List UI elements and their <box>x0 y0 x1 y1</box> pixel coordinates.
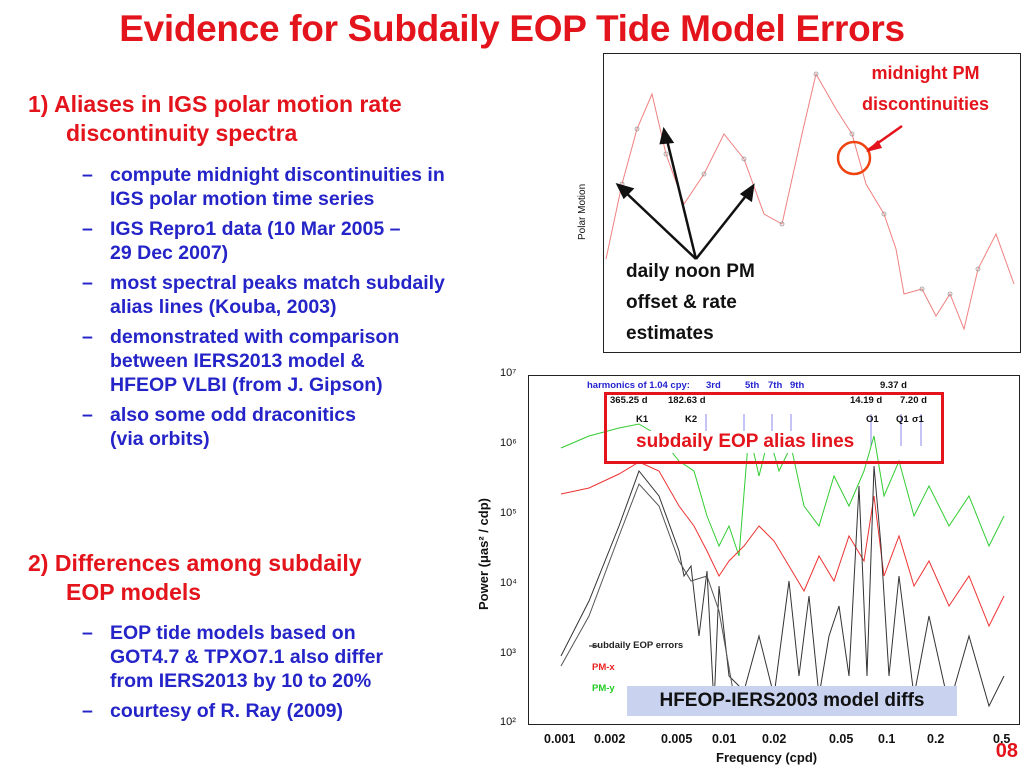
bullet-text: alias lines (Kouba, 2003) <box>110 296 337 318</box>
section-2-line-1: 2) Differences among subdaily <box>28 550 362 576</box>
hfeop-label: HFEOP-IERS2003 model diffs <box>627 686 957 716</box>
tide-label: K1 <box>636 414 649 425</box>
polar-motion-axis-label: Polar Motion <box>577 183 588 240</box>
bullet-text: GOT4.7 & TPXO7.1 also differ <box>110 646 384 668</box>
bullet-item: – courtesy of R. Ray (2009) <box>82 699 383 723</box>
section-1-line-2: discontinuity spectra <box>66 120 298 146</box>
harmonic-label: 9th <box>790 380 805 391</box>
x-tick: 0.5 <box>993 732 1011 746</box>
bullet-item: – most spectral peaks match subdaily ali… <box>82 271 445 319</box>
spectrum-x-axis-label: Frequency (cpd) <box>716 750 818 765</box>
dash-marker: – <box>82 164 93 186</box>
section-heading-2: 2) Differences among subdaily EOP models <box>28 549 362 607</box>
bullet-text: compute midnight discontinuities in <box>110 164 445 186</box>
period-label: 9.37 d <box>880 380 907 391</box>
y-tick: 10⁴ <box>500 577 517 589</box>
x-tick: 0.1 <box>878 732 896 746</box>
bullet-text: demonstrated with comparison <box>110 326 400 348</box>
bullet-item: – also some odd draconitics (via orbits) <box>82 403 445 451</box>
bullet-text: 29 Dec 2007) <box>110 242 229 264</box>
x-tick: 0.05 <box>829 732 854 746</box>
period-label: 182.63 d <box>668 395 706 406</box>
bullet-list-2: – EOP tide models based on GOT4.7 & TPXO… <box>82 621 383 729</box>
harmonic-label: 7th <box>768 380 783 391</box>
section-1-line-1: 1) Aliases in IGS polar motion rate <box>28 91 402 117</box>
bullet-text: between IERS2013 model & <box>110 350 365 372</box>
dash-marker: – <box>82 700 93 722</box>
alias-lines-label: subdaily EOP alias lines <box>633 431 858 453</box>
spectrum-y-axis-label: Power (μas² / cdp) <box>476 498 491 610</box>
y-tick: 10⁷ <box>500 367 517 379</box>
callout-text: discontinuities <box>862 94 990 114</box>
bullet-text: from IERS2013 by 10 to 20% <box>110 670 372 692</box>
tide-label: K2 <box>685 414 698 425</box>
spectrum-traces <box>560 414 1005 708</box>
callout-text: offset & rate <box>626 292 737 313</box>
bullet-text: most spectral peaks match subdaily <box>110 272 445 294</box>
slide-title: Evidence for Subdaily EOP Tide Model Err… <box>119 8 905 49</box>
bullet-text: IGS Repro1 data (10 Mar 2005 – <box>110 218 401 240</box>
y-tick: 10² <box>500 716 516 728</box>
dash-marker: – <box>82 326 93 348</box>
page-number: 08 <box>995 740 1018 762</box>
bullet-item: – demonstrated with comparison between I… <box>82 325 445 397</box>
bullet-text: courtesy of R. Ray (2009) <box>110 700 344 722</box>
y-tick: 10⁶ <box>500 437 517 449</box>
bullet-text: (via orbits) <box>110 428 210 450</box>
polar-motion-plot <box>603 53 1021 353</box>
y-tick: 10³ <box>500 647 516 659</box>
x-tick: 0.02 <box>762 732 787 746</box>
bullet-item: – EOP tide models based on GOT4.7 & TPXO… <box>82 621 383 693</box>
harmonic-label: 3rd <box>706 380 721 391</box>
noon-estimates-callout: daily noon PM offset & rate estimates <box>626 256 755 349</box>
alias-lines-box <box>604 392 944 464</box>
section-2-line-2: EOP models <box>66 579 202 605</box>
bullet-item: – IGS Repro1 data (10 Mar 2005 – 29 Dec … <box>82 217 445 265</box>
tide-label: Q1 <box>896 414 909 425</box>
legend-errors: subdaily EOP errors <box>592 640 684 651</box>
bullet-text: IGS polar motion time series <box>110 188 375 210</box>
x-tick: 0.2 <box>927 732 945 746</box>
section-heading-1: 1) Aliases in IGS polar motion rate disc… <box>28 90 402 148</box>
bullet-text: HFEOP VLBI (from J. Gipson) <box>110 374 383 396</box>
callout-text: daily noon PM <box>626 261 755 282</box>
dash-marker: – <box>82 218 93 240</box>
x-tick: 0.01 <box>712 732 737 746</box>
x-tick: 0.005 <box>661 732 693 746</box>
tide-label: σ1 <box>912 414 924 425</box>
bullet-text: EOP tide models based on <box>110 622 356 644</box>
bullet-list-1: – compute midnight discontinuities in IG… <box>82 163 445 457</box>
harmonic-label: 5th <box>745 380 760 391</box>
callout-text: estimates <box>626 323 714 344</box>
x-tick: 0.001 <box>544 732 576 746</box>
tide-label: O1 <box>866 414 879 425</box>
period-label: 14.19 d <box>850 395 883 406</box>
bullet-text: also some odd draconitics <box>110 404 356 426</box>
callout-text: midnight PM <box>871 63 980 83</box>
bullet-item: – compute midnight discontinuities in IG… <box>82 163 445 211</box>
dash-marker: – <box>82 404 93 426</box>
x-tick: 0.002 <box>594 732 626 746</box>
dash-marker: – <box>82 272 93 294</box>
polar-motion-trace <box>605 71 1015 331</box>
dash-marker: – <box>82 622 93 644</box>
y-tick: 10⁵ <box>500 507 517 519</box>
midnight-discontinuities-callout: midnight PM discontinuities <box>862 58 989 120</box>
period-label: 365.25 d <box>610 395 648 406</box>
legend-pm-x: PM-x <box>592 662 615 673</box>
period-label: 7.20 d <box>900 395 927 406</box>
harmonics-label: harmonics of 1.04 cpy: <box>587 380 690 391</box>
legend-pm-y: PM-y <box>592 683 615 694</box>
